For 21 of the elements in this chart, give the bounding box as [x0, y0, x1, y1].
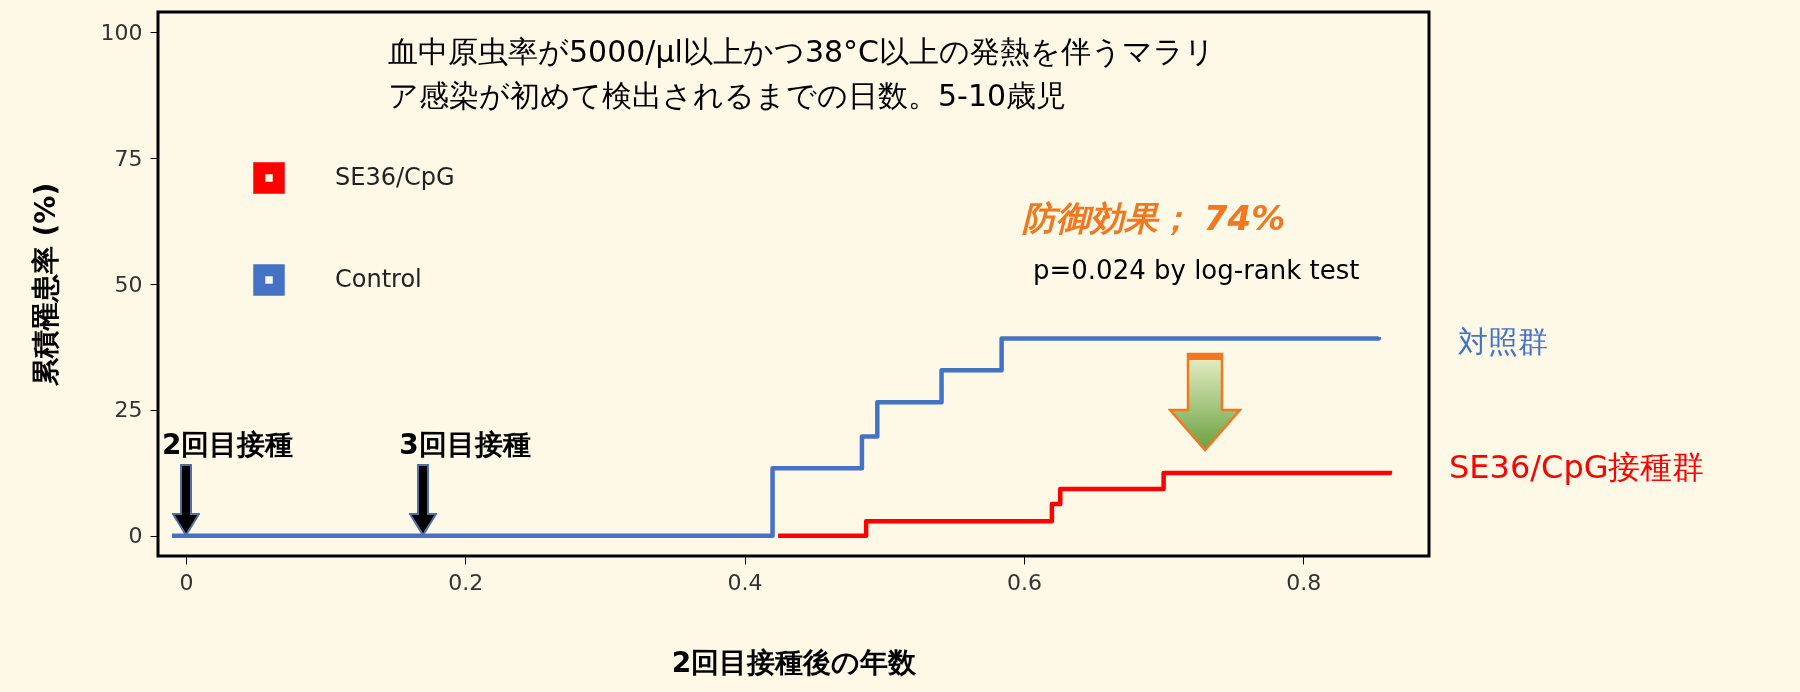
x-axis-title: 2回目接種後の年数 — [671, 645, 918, 679]
legend-label: SE36/CpG — [335, 163, 455, 191]
y-tick-label: 50 — [114, 271, 143, 297]
y-tick-label: 75 — [114, 145, 143, 171]
text: 血中原虫率が5000/µl以上かつ38°C以上の発熱を伴うマラリア感染が初めて検出されるまでの日数。5-10歳児 — [388, 33, 1216, 115]
y-tick-label: 25 — [114, 397, 143, 423]
x-tick-label: 0.6 — [1006, 569, 1042, 595]
x-tick-label: 0.4 — [727, 569, 763, 595]
text: 対照群 — [1458, 323, 1548, 361]
annotation: 2回目接種 — [161, 426, 294, 463]
y-tick-label: 100 — [100, 19, 143, 45]
x-tick-label: 0 — [179, 569, 194, 595]
text: SE36/CpG接種群 — [1449, 447, 1705, 488]
annotation: 防御効果； 74% — [1022, 197, 1286, 240]
y-tick-label: 0 — [128, 523, 143, 549]
y-axis-title: 累積罹患率 (%) — [28, 182, 62, 388]
legend-label: Control — [335, 265, 422, 293]
x-tick-label: 0.8 — [1286, 569, 1322, 595]
annotation: p=0.024 by log-rank test — [1033, 255, 1360, 285]
annotation: 3回目接種 — [399, 426, 531, 463]
x-tick-label: 0.2 — [448, 569, 484, 595]
